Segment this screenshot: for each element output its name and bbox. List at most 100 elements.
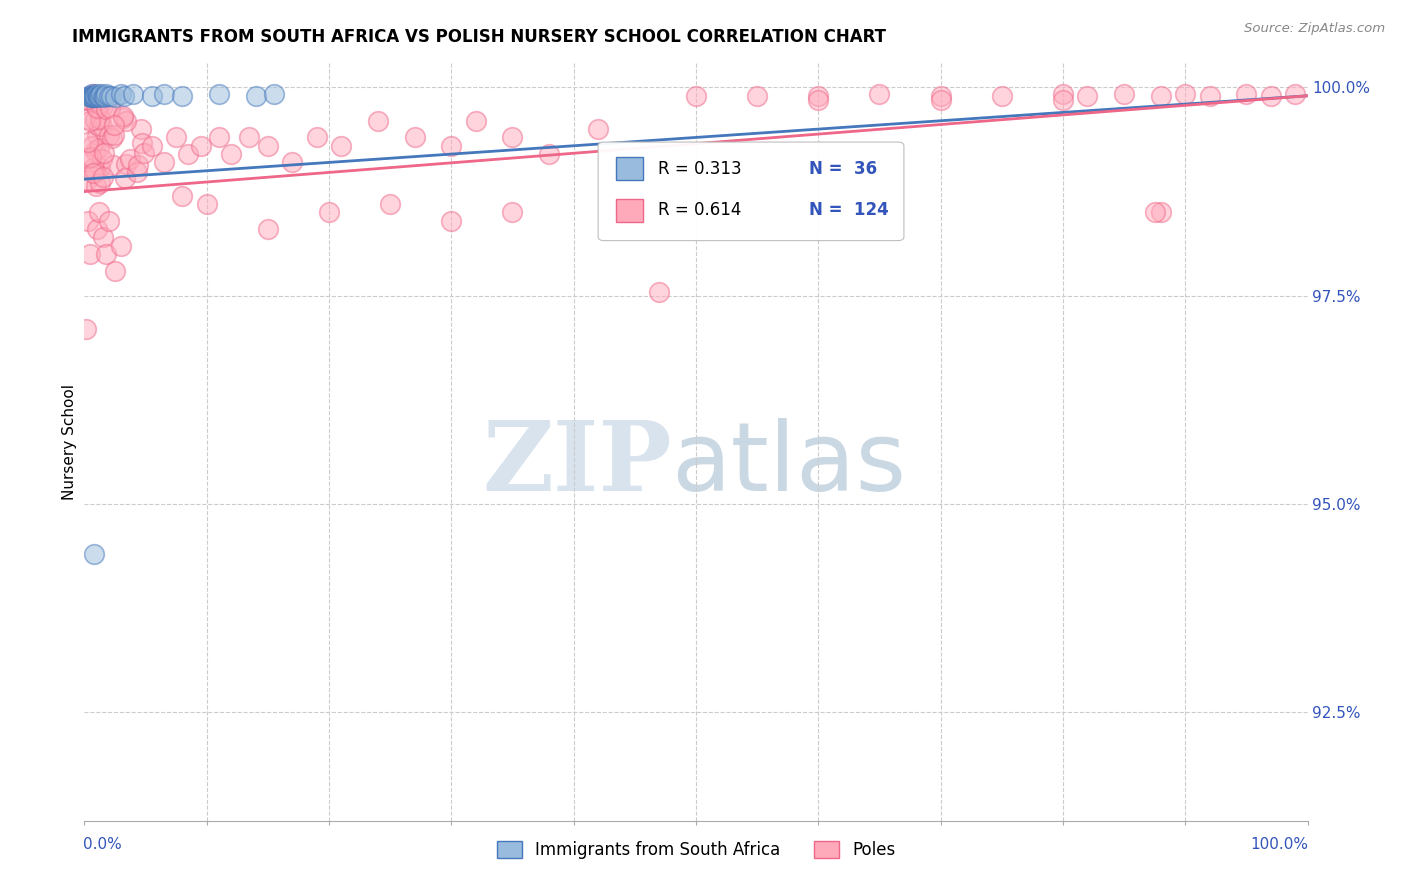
Point	[100, 88, 122, 103]
Point	[929, 88, 952, 103]
Legend: Immigrants from South Africa, Poles: Immigrants from South Africa, Poles	[491, 834, 901, 865]
Point	[114, 170, 136, 185]
Text: IMMIGRANTS FROM SOUTH AFRICA VS POLISH NURSERY SCHOOL CORRELATION CHART: IMMIGRANTS FROM SOUTH AFRICA VS POLISH N…	[72, 28, 886, 45]
Point	[440, 138, 463, 153]
Point	[165, 130, 187, 145]
Point	[177, 147, 200, 161]
Point	[84, 165, 107, 179]
Point	[1236, 87, 1258, 101]
Point	[75, 322, 97, 336]
Point	[87, 88, 110, 103]
FancyBboxPatch shape	[598, 142, 904, 241]
Point	[648, 285, 671, 299]
Point	[91, 170, 114, 185]
Point	[97, 213, 120, 227]
Point	[89, 161, 111, 175]
Point	[77, 136, 100, 150]
Point	[305, 130, 328, 145]
Point	[86, 128, 108, 142]
Point	[208, 130, 231, 145]
Point	[84, 100, 107, 114]
Text: 100.0%: 100.0%	[1251, 838, 1309, 852]
Point	[89, 88, 111, 103]
Point	[1174, 87, 1197, 101]
Point	[190, 138, 212, 153]
Point	[318, 205, 340, 219]
Bar	[616, 199, 644, 221]
Point	[219, 147, 242, 161]
Point	[94, 88, 117, 103]
Point	[134, 146, 156, 161]
Point	[685, 88, 707, 103]
Point	[1114, 87, 1136, 101]
Point	[80, 90, 103, 104]
Point	[141, 138, 163, 153]
Point	[127, 158, 149, 172]
Point	[86, 87, 108, 101]
Point	[90, 87, 112, 101]
Text: N =  36: N = 36	[808, 160, 876, 178]
Point	[79, 114, 101, 128]
Point	[84, 178, 107, 193]
Point	[79, 247, 101, 261]
Point	[110, 87, 132, 101]
Point	[747, 88, 769, 103]
Point	[125, 165, 148, 179]
Point	[80, 88, 103, 103]
Point	[172, 88, 194, 103]
Point	[869, 87, 891, 101]
Point	[807, 93, 830, 107]
Point	[79, 88, 101, 103]
Point	[129, 121, 152, 136]
Point	[89, 90, 111, 104]
Point	[87, 205, 110, 219]
Point	[502, 130, 524, 145]
Point	[96, 87, 118, 101]
Point	[82, 88, 104, 103]
Point	[245, 88, 267, 103]
Point	[141, 88, 163, 103]
Point	[83, 112, 105, 127]
Point	[112, 88, 135, 103]
Point	[89, 96, 111, 111]
Point	[104, 264, 127, 278]
Point	[807, 88, 830, 103]
Point	[77, 213, 100, 227]
Point	[1198, 88, 1220, 103]
Point	[929, 93, 952, 107]
Text: atlas: atlas	[672, 417, 907, 511]
Point	[76, 112, 98, 126]
Point	[82, 166, 104, 180]
Point	[1150, 205, 1173, 219]
Point	[80, 87, 103, 101]
Point	[153, 87, 176, 101]
Point	[98, 101, 121, 115]
Text: 0.0%: 0.0%	[83, 838, 122, 852]
Text: Source: ZipAtlas.com: Source: ZipAtlas.com	[1244, 22, 1385, 36]
Point	[257, 222, 280, 236]
Point	[87, 141, 110, 155]
Point	[502, 205, 524, 219]
Point	[263, 87, 285, 101]
Point	[82, 88, 104, 103]
Point	[77, 88, 100, 103]
Text: ZIP: ZIP	[482, 417, 672, 511]
Point	[79, 88, 101, 103]
Point	[115, 114, 138, 128]
Point	[91, 153, 114, 167]
Point	[257, 138, 280, 153]
Text: R = 0.614: R = 0.614	[658, 202, 741, 219]
Y-axis label: Nursery School: Nursery School	[62, 384, 77, 500]
Point	[86, 88, 108, 103]
Point	[464, 113, 486, 128]
Point	[94, 102, 117, 116]
Point	[380, 197, 402, 211]
Point	[103, 118, 125, 132]
Point	[110, 238, 132, 252]
Point	[1052, 87, 1074, 101]
Point	[93, 146, 115, 161]
Point	[76, 173, 98, 187]
Point	[586, 122, 609, 136]
Point	[101, 131, 124, 145]
Point	[91, 99, 114, 113]
